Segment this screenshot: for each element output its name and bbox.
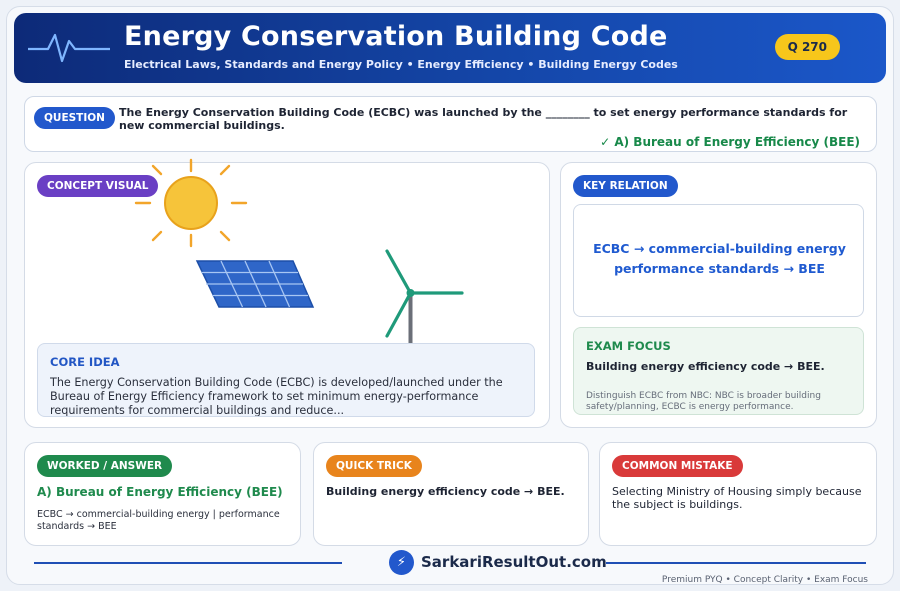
key-relation-card: KEY RELATION ECBC → commercial-building … bbox=[560, 162, 877, 428]
question-text: The Energy Conservation Building Code (E… bbox=[119, 106, 848, 132]
worked-answer-detail: ECBC → commercial-building energy | perf… bbox=[37, 509, 280, 532]
exam-focus-box: EXAM FOCUS Building energy efficiency co… bbox=[573, 327, 864, 415]
topic-breadcrumb: Electrical Laws, Standards and Energy Po… bbox=[124, 58, 678, 71]
footer-rule-right bbox=[606, 562, 866, 564]
key-relation-box: ECBC → commercial-building energy perfor… bbox=[573, 204, 864, 317]
concept-visual-card: CONCEPT VISUAL bbox=[24, 158, 550, 428]
sun-icon bbox=[134, 158, 248, 248]
pulse-icon bbox=[28, 33, 110, 63]
quick-trick-text: Building energy efficiency code → BEE. bbox=[326, 485, 565, 498]
quick-trick-label: QUICK TRICK bbox=[326, 455, 422, 477]
key-relation-text: ECBC → commercial-building energy perfor… bbox=[593, 241, 846, 276]
question-number-badge: Q 270 bbox=[774, 34, 840, 60]
core-idea-title: CORE IDEA bbox=[50, 355, 120, 369]
solar-panel-icon bbox=[195, 260, 315, 308]
concept-visual-label: CONCEPT VISUAL bbox=[37, 175, 159, 197]
worked-answer-card: WORKED / ANSWER A) Bureau of Energy Effi… bbox=[24, 442, 301, 546]
header-banner: Energy Conservation Building Code Electr… bbox=[14, 13, 886, 83]
worked-answer-label: WORKED / ANSWER bbox=[37, 455, 173, 477]
exam-focus-title: EXAM FOCUS bbox=[586, 339, 671, 353]
question-box: QUESTION The Energy Conservation Buildin… bbox=[24, 96, 877, 152]
footer-tagline: Premium PYQ • Concept Clarity • Exam Foc… bbox=[661, 575, 868, 585]
common-mistake-card: COMMON MISTAKE Selecting Ministry of Hou… bbox=[599, 442, 877, 546]
common-mistake-label: COMMON MISTAKE bbox=[612, 455, 743, 477]
page-title: Energy Conservation Building Code bbox=[124, 21, 668, 52]
correct-answer: ✓ A) Bureau of Energy Efficiency (BEE) bbox=[600, 135, 860, 149]
common-mistake-text: Selecting Ministry of Housing simply bec… bbox=[612, 485, 862, 511]
quick-trick-card: QUICK TRICK Building energy efficiency c… bbox=[313, 442, 589, 546]
energy-illustration bbox=[134, 158, 464, 343]
footer-rule-left bbox=[34, 562, 342, 564]
brand-link[interactable]: SarkariResultOut.com bbox=[421, 553, 607, 571]
question-label: QUESTION bbox=[34, 107, 115, 129]
wind-turbine-icon bbox=[385, 249, 464, 343]
lightning-icon: ⚡ bbox=[389, 550, 414, 575]
worked-answer-text: A) Bureau of Energy Efficiency (BEE) bbox=[37, 485, 283, 499]
exam-focus-note: Distinguish ECBC from NBC: NBC is broade… bbox=[586, 391, 821, 412]
core-idea-box: CORE IDEA The Energy Conservation Buildi… bbox=[37, 343, 535, 417]
key-relation-label: KEY RELATION bbox=[573, 175, 678, 197]
exam-focus-text: Building energy efficiency code → BEE. bbox=[586, 360, 825, 373]
core-idea-text: The Energy Conservation Building Code (E… bbox=[50, 376, 503, 416]
